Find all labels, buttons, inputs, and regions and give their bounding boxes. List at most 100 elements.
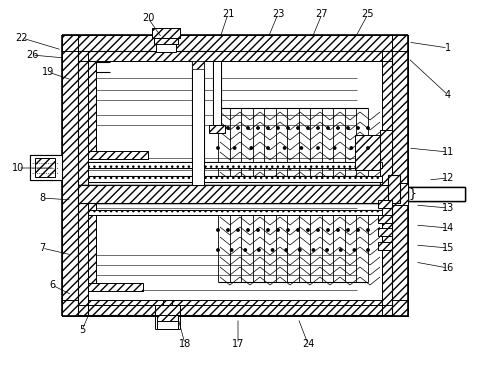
Circle shape	[327, 127, 329, 129]
Bar	[35, 158, 55, 177]
Bar	[378, 200, 392, 208]
Bar	[88, 151, 148, 159]
Circle shape	[217, 249, 219, 251]
Circle shape	[287, 229, 289, 231]
Circle shape	[297, 229, 299, 231]
Circle shape	[258, 249, 260, 251]
Text: 13: 13	[442, 203, 454, 213]
Text: 12: 12	[442, 173, 454, 183]
Text: 21: 21	[222, 9, 234, 19]
Bar	[388, 175, 400, 203]
Bar	[382, 203, 392, 315]
Text: 14: 14	[442, 223, 454, 233]
Text: 17: 17	[232, 339, 244, 349]
Text: 25: 25	[362, 9, 374, 19]
Text: 23: 23	[272, 9, 284, 19]
Circle shape	[326, 249, 328, 251]
Bar	[88, 61, 96, 151]
Bar	[355, 135, 380, 170]
Circle shape	[271, 249, 274, 251]
Text: }: }	[408, 187, 416, 201]
Circle shape	[367, 249, 369, 251]
Text: 27: 27	[316, 9, 328, 19]
Bar	[378, 215, 392, 223]
Polygon shape	[30, 155, 62, 180]
Circle shape	[307, 229, 309, 231]
Circle shape	[339, 249, 342, 251]
Bar	[154, 38, 178, 44]
Circle shape	[334, 147, 336, 149]
Text: 22: 22	[16, 33, 28, 43]
Bar	[62, 300, 408, 316]
Bar	[88, 61, 382, 185]
Text: 8: 8	[39, 193, 45, 203]
Bar	[157, 315, 178, 329]
Circle shape	[237, 229, 239, 231]
Bar	[62, 35, 408, 51]
Text: 24: 24	[302, 339, 314, 349]
Bar	[192, 61, 204, 185]
Circle shape	[299, 249, 301, 251]
Circle shape	[337, 127, 339, 129]
Bar	[88, 203, 96, 283]
Circle shape	[250, 147, 252, 149]
Circle shape	[233, 147, 236, 149]
Circle shape	[317, 147, 319, 149]
Text: 1: 1	[445, 43, 451, 53]
Text: 20: 20	[142, 13, 154, 23]
Bar	[62, 35, 78, 316]
Text: 18: 18	[179, 339, 191, 349]
Circle shape	[217, 229, 219, 231]
Text: 11: 11	[442, 147, 454, 157]
Circle shape	[357, 127, 359, 129]
Circle shape	[357, 229, 359, 231]
Circle shape	[300, 147, 302, 149]
Circle shape	[337, 229, 339, 231]
Bar	[408, 187, 465, 201]
Circle shape	[367, 229, 369, 231]
Circle shape	[367, 127, 369, 129]
Text: 19: 19	[42, 67, 54, 77]
Circle shape	[317, 229, 319, 231]
Bar	[157, 315, 178, 321]
Circle shape	[287, 127, 289, 129]
Circle shape	[227, 229, 229, 231]
Circle shape	[347, 127, 349, 129]
Circle shape	[237, 127, 239, 129]
Circle shape	[284, 147, 286, 149]
Bar	[155, 305, 180, 315]
Circle shape	[285, 249, 288, 251]
Text: 15: 15	[442, 243, 454, 253]
Circle shape	[327, 229, 329, 231]
Circle shape	[350, 147, 352, 149]
Circle shape	[267, 127, 269, 129]
Bar	[88, 203, 382, 305]
Circle shape	[277, 127, 279, 129]
Circle shape	[227, 127, 229, 129]
Bar	[88, 176, 382, 182]
Bar	[378, 228, 392, 236]
Circle shape	[267, 147, 269, 149]
Bar	[88, 162, 382, 168]
Bar	[392, 183, 408, 205]
Bar	[156, 38, 176, 52]
Circle shape	[353, 249, 356, 251]
Circle shape	[267, 229, 269, 231]
Circle shape	[367, 147, 369, 149]
Bar	[192, 61, 204, 69]
Circle shape	[217, 127, 219, 129]
Circle shape	[297, 127, 299, 129]
Bar	[88, 283, 143, 291]
Text: 16: 16	[442, 263, 454, 273]
Bar	[78, 203, 88, 315]
Circle shape	[277, 229, 279, 231]
Bar	[152, 28, 180, 38]
Circle shape	[230, 249, 233, 251]
Circle shape	[257, 127, 259, 129]
Bar	[78, 51, 392, 61]
Text: 5: 5	[79, 325, 85, 335]
Circle shape	[257, 229, 259, 231]
Bar	[78, 185, 392, 203]
Text: 7: 7	[39, 243, 45, 253]
Bar	[78, 51, 88, 185]
